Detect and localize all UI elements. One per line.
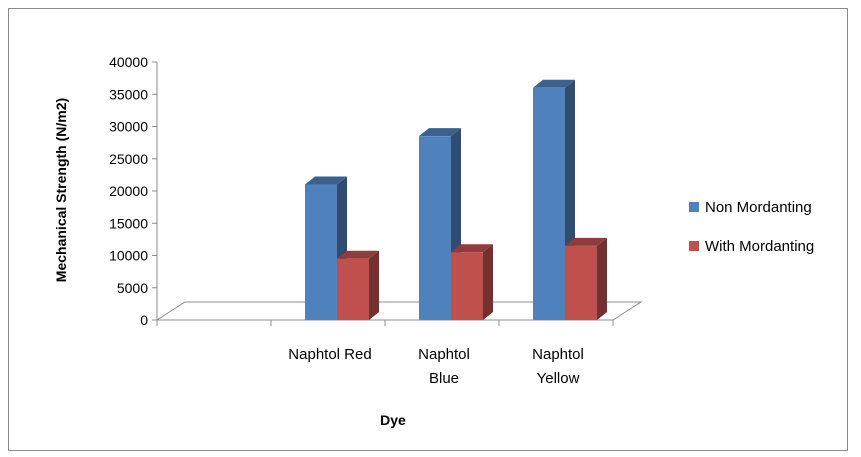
bars [305,79,607,320]
legend-label: Non Mordanting [705,199,812,216]
y-axis-title: Mechanical Strength (N/m2) [53,98,69,282]
y-tick-label: 30000 [109,119,148,135]
x-tick-label: Yellow [537,370,580,387]
bar [419,128,461,320]
bar-side [483,244,493,320]
bar-side [369,250,379,320]
legend: Non Mordanting With Mordanting [689,199,814,255]
y-tick-label: 35000 [109,86,148,102]
bar-top [451,244,493,253]
bar-top [337,250,379,259]
x-tick-label: Naphtol [418,346,470,363]
bar-top [533,79,575,88]
x-tick-label: Naphtol Red [288,346,371,363]
bar-front [337,258,369,320]
y-tick-label: 40000 [109,54,148,70]
y-tick-label: 10000 [109,248,148,264]
legend-label: With Mordanting [705,238,814,255]
bar [451,244,493,320]
y-tick-label: 0 [140,312,148,328]
bar-front [533,87,565,320]
bar-front [419,136,451,320]
y-tick-label: 5000 [117,280,148,296]
bar [337,250,379,320]
y-tick-label: 15000 [109,215,148,231]
bar-top [565,237,607,246]
bar-side [597,237,607,320]
x-tick-label: Blue [429,370,459,387]
y-axis: 0 5000 10000 15000 20000 25000 30000 35000 40000 [109,54,158,328]
bar-top [419,128,461,137]
legend-swatch [689,202,699,212]
x-axis: Naphtol Red Naphtol Blue Naphtol Yellow [156,320,614,387]
y-tick-label: 25000 [109,151,148,167]
x-axis-title: Dye [380,412,406,428]
bar-front [565,245,597,320]
legend-swatch [689,241,699,251]
y-tick-label: 20000 [109,183,148,199]
bar-front [305,184,337,320]
bar-top [305,176,347,185]
bar-front [451,252,483,320]
x-tick-label: Naphtol [532,346,584,363]
bar [565,237,607,320]
